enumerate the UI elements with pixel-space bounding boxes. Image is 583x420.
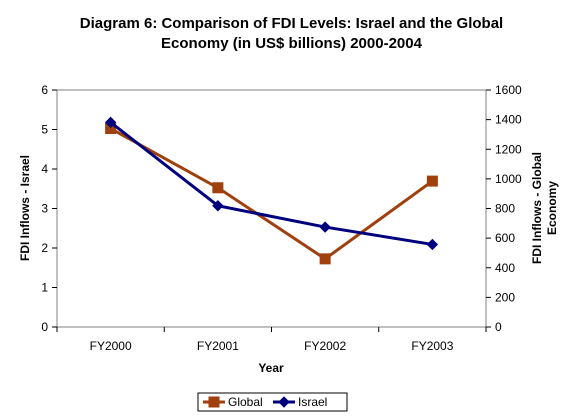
series-line-global	[109, 127, 434, 261]
x-axis: FY2000 FY2001 FY2002 FY2003	[56, 327, 487, 353]
y-left-tick-label: 4	[41, 162, 48, 176]
y-right-tick-label: 0	[495, 320, 502, 334]
x-tick-label: FY2001	[197, 339, 239, 353]
data-point-israel	[426, 238, 439, 251]
x-axis-label: Year	[258, 361, 284, 375]
y-left-tick-label: 3	[41, 202, 48, 216]
data-point-israel	[319, 221, 331, 233]
series-israel	[104, 116, 439, 251]
plot-area	[56, 89, 487, 328]
data-point-israel	[212, 200, 224, 212]
chart-title: Diagram 6: Comparison of FDI Levels: Isr…	[0, 14, 583, 54]
chart-title-line-2: Economy (in US$ billions) 2000-2004	[161, 35, 422, 52]
right-axis: 0 200 400 600 800 1000 1200 1400 1600	[486, 83, 522, 334]
series-global	[105, 123, 438, 265]
y-right-tick-label: 200	[495, 290, 515, 304]
y-right-tick-label: 1200	[495, 142, 522, 156]
y-left-tick-label: 1	[41, 281, 48, 295]
y-right-tick-label: 800	[495, 202, 515, 216]
legend-marker-global	[208, 396, 220, 408]
data-point-global	[426, 175, 438, 187]
chart-title-line-1: Diagram 6: Comparison of FDI Levels: Isr…	[79, 15, 504, 32]
series-line-israel	[109, 121, 433, 246]
y-axis-right-label-line-1: FDI Inflows - Global	[530, 152, 544, 264]
y-right-tick-label: 1000	[495, 172, 522, 186]
data-point-global	[212, 182, 224, 194]
y-left-tick-label: 2	[41, 241, 48, 255]
y-left-tick-label: 0	[41, 320, 48, 334]
y-axis-left-label: FDI Inflows - Israel	[18, 155, 32, 261]
y-left-tick-label: 5	[41, 123, 48, 137]
y-right-tick-label: 400	[495, 261, 515, 275]
y-axis-right-label-line-2: Economy	[545, 181, 559, 235]
y-right-tick-label: 1400	[495, 113, 522, 127]
legend-box	[197, 392, 348, 412]
left-axis: 0 1 2 3 4 5 6	[41, 83, 57, 334]
x-tick-label: FY2002	[304, 339, 346, 353]
legend-label-global: Global	[228, 395, 263, 409]
legend-marker-israel	[278, 396, 290, 408]
legend: Global Israel	[197, 392, 348, 412]
series-layer	[104, 116, 439, 265]
y-right-tick-label: 1600	[495, 83, 522, 97]
y-left-tick-label: 6	[41, 83, 48, 97]
y-right-tick-label: 600	[495, 231, 515, 245]
x-tick-label: FY2000	[90, 339, 132, 353]
data-point-israel	[104, 116, 117, 129]
x-tick-label: FY2003	[411, 339, 453, 353]
legend-label-israel: Israel	[298, 395, 327, 409]
data-point-global	[319, 253, 331, 265]
